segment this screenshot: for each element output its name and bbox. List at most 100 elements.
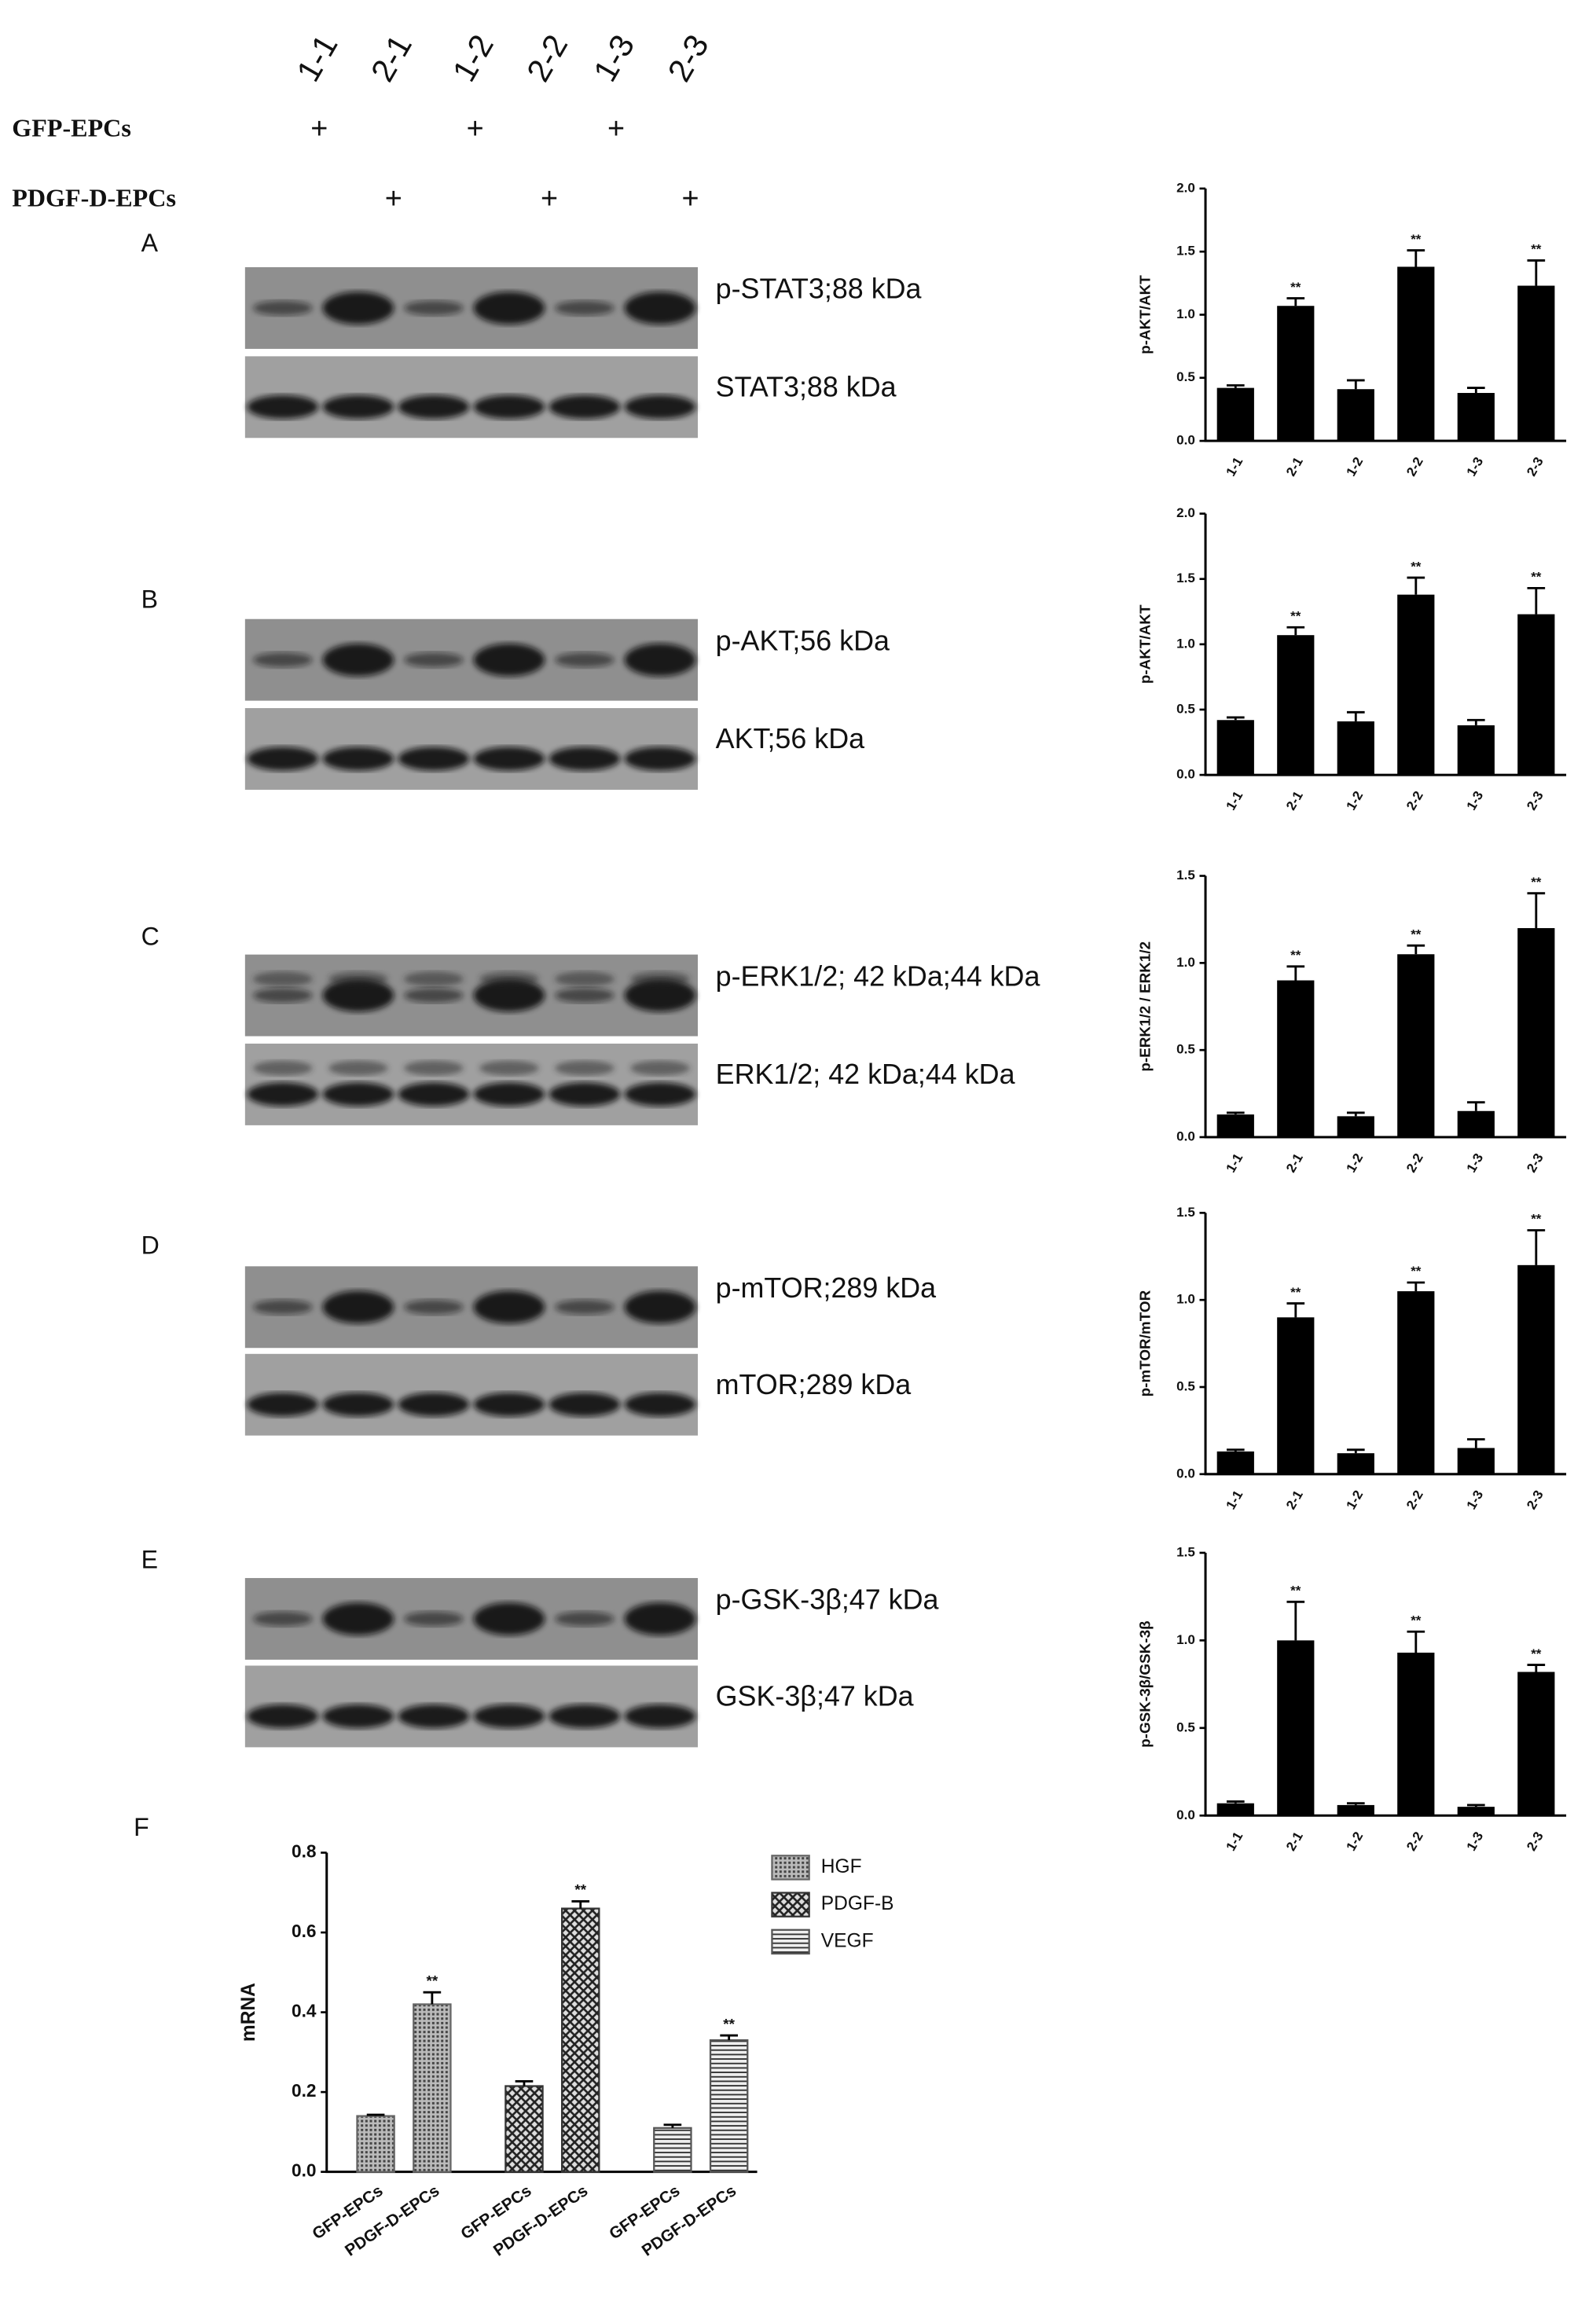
x-tick-label: 1-1	[1224, 788, 1246, 813]
blot-background	[244, 954, 698, 1037]
y-tick-label: 0.4	[292, 2001, 317, 2021]
error-bar	[1466, 1101, 1485, 1111]
error-bar	[1226, 716, 1245, 721]
y-tick-label: 1.0	[1176, 1292, 1195, 1307]
y-tick-label: 1.0	[1176, 636, 1195, 651]
error-bar	[1466, 1438, 1485, 1448]
bar	[1397, 1291, 1435, 1474]
bar	[1397, 1652, 1435, 1816]
significance: **	[1531, 570, 1542, 585]
blot-band	[473, 1082, 545, 1106]
error-bar	[1407, 1281, 1425, 1292]
error-bar	[1527, 586, 1546, 615]
x-tick-label: 2-2	[1403, 788, 1426, 813]
y-tick-label: 1.5	[1176, 1205, 1195, 1220]
y-tick-label: 0.0	[1176, 1466, 1195, 1481]
x-tick-label: 1-2	[1344, 1150, 1367, 1175]
error-bar	[1527, 1664, 1546, 1672]
blot-band	[624, 1602, 696, 1635]
bar	[1216, 720, 1254, 776]
blot-background	[244, 1043, 698, 1125]
bar	[653, 2127, 692, 2173]
legend-swatch	[771, 1855, 810, 1881]
bar	[1517, 285, 1555, 442]
significance: **	[574, 1882, 586, 1899]
x-tick-label: 1-1	[1224, 1488, 1246, 1512]
blot	[244, 356, 698, 439]
bar	[1457, 1110, 1495, 1137]
blot-band	[253, 1060, 313, 1076]
significance: **	[1531, 875, 1542, 890]
lane-label: 2-2	[519, 28, 575, 88]
bar	[1216, 1803, 1254, 1816]
bar	[1457, 1448, 1495, 1474]
error-bar	[1527, 1229, 1546, 1265]
y-tick-label: 0.5	[1176, 1719, 1195, 1734]
blot-band	[404, 1299, 464, 1315]
significance: **	[1411, 1613, 1422, 1628]
blot-background	[244, 1578, 698, 1660]
error-bar	[571, 1900, 590, 1909]
y-tick-label: 0.0	[1176, 433, 1195, 448]
error-bar	[1226, 1448, 1245, 1451]
blot-band	[322, 395, 394, 419]
blot-band	[398, 747, 470, 771]
blot-band	[473, 747, 545, 771]
x-tick-label: 1-2	[1344, 788, 1367, 813]
blot-label: p-mTOR;289 kDa	[716, 1272, 936, 1304]
error-bar	[1346, 1448, 1365, 1454]
blot-band	[322, 1082, 394, 1106]
blot-band	[404, 652, 464, 668]
legend-label: HGF	[821, 1856, 862, 1877]
blot-background	[244, 1665, 698, 1748]
y-tick-label: 0.5	[1176, 701, 1195, 716]
plus-mark: +	[310, 112, 328, 145]
y-tick-label: 1.0	[1176, 306, 1195, 321]
blot-band	[404, 1060, 464, 1076]
error-bar	[515, 2079, 534, 2086]
lane-label: 2-3	[660, 28, 716, 88]
y-tick-label: 1.5	[1176, 1544, 1195, 1559]
blot-band	[624, 1393, 696, 1417]
blot-band	[624, 1704, 696, 1729]
bar	[1517, 928, 1555, 1137]
blot-label: STAT3;88 kDa	[716, 371, 897, 402]
error-bar	[423, 1991, 442, 2005]
blot-band	[253, 300, 313, 316]
blot-band	[398, 1082, 470, 1106]
x-tick-label: 1-3	[1464, 1829, 1487, 1854]
blot-band	[328, 971, 388, 987]
blot-label: AKT;56 kDa	[716, 723, 864, 754]
bar	[504, 2085, 544, 2173]
plus-mark: +	[607, 112, 625, 145]
blot-band	[253, 1299, 313, 1315]
bar	[1216, 1451, 1254, 1474]
bar	[1397, 266, 1435, 442]
legend-swatch	[771, 1929, 810, 1955]
blot-band	[473, 1602, 545, 1635]
x-tick-label: 2-3	[1524, 1150, 1546, 1175]
blot-band	[473, 978, 545, 1012]
x-tick-label: 2-1	[1283, 1829, 1306, 1854]
blot	[244, 1043, 698, 1125]
bar	[1277, 306, 1315, 442]
x-tick-label: PDGF-D-EPCs	[639, 2182, 740, 2260]
blot-band	[624, 292, 696, 325]
x-tick-label: 2-2	[1403, 454, 1426, 479]
x-tick-label: 1-3	[1464, 1150, 1487, 1175]
blot-band	[247, 747, 319, 771]
bar	[1457, 725, 1495, 776]
bar	[1337, 1116, 1374, 1137]
error-bar	[1226, 384, 1245, 388]
plus-mark: +	[541, 182, 558, 215]
blot	[244, 1353, 698, 1436]
blot-background	[244, 356, 698, 439]
x-tick-label: 2-2	[1403, 1488, 1426, 1512]
blot-band	[322, 643, 394, 677]
bar	[1277, 1640, 1315, 1816]
bar	[1517, 614, 1555, 776]
y-tick-label: 0.0	[1176, 767, 1195, 782]
blot-band	[322, 1393, 394, 1417]
significance: **	[1411, 1264, 1422, 1279]
legend-label: PDGF-B	[821, 1893, 894, 1914]
